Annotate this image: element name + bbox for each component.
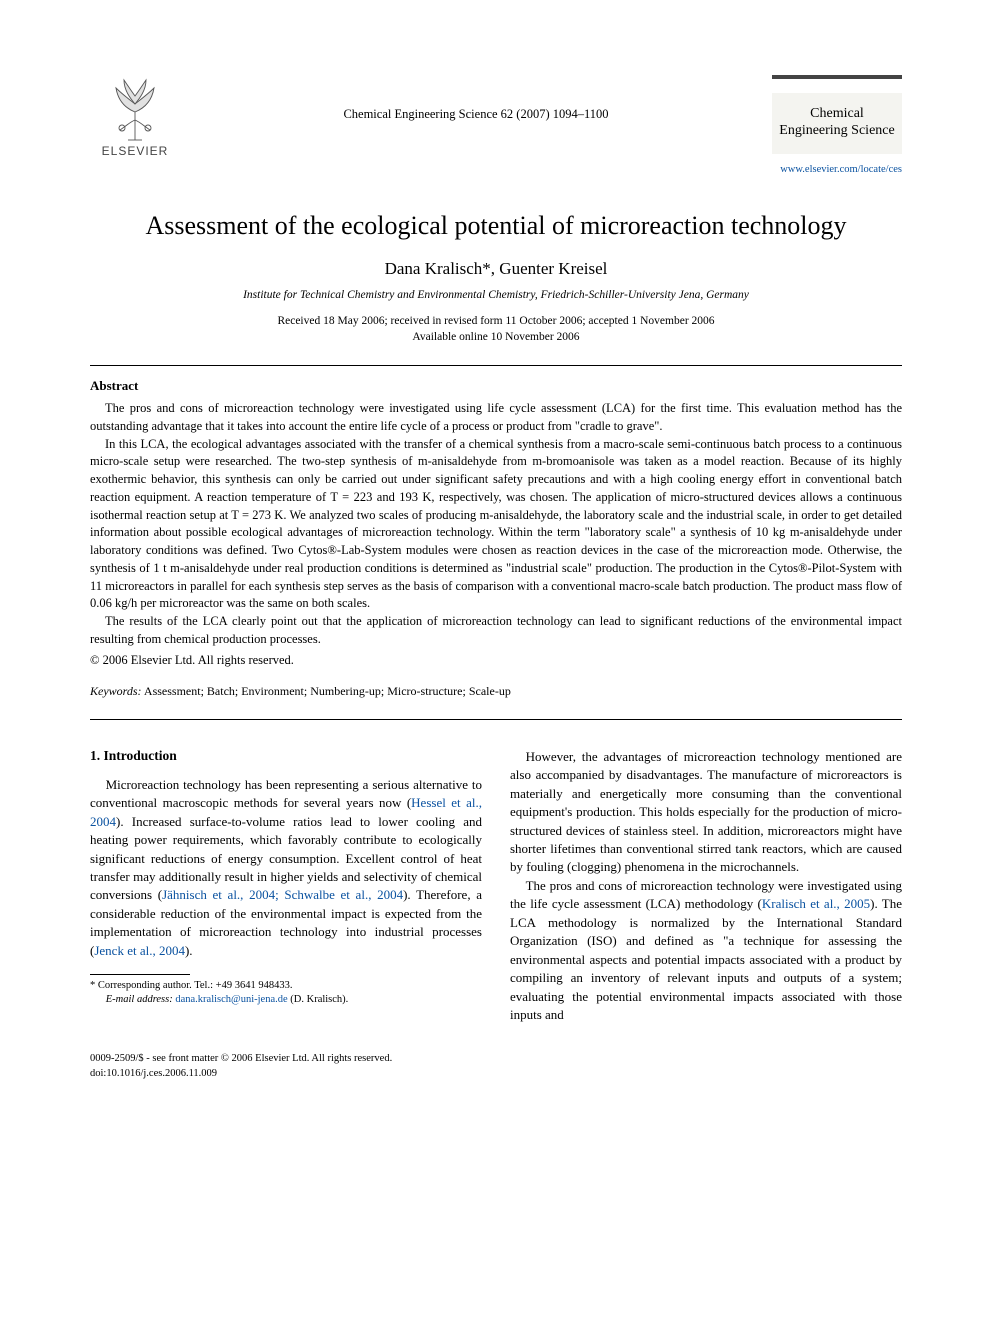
footnote-email[interactable]: dana.kralisch@uni-jena.de	[175, 994, 287, 1005]
page: ELSEVIER Chemical Engineering Science 62…	[0, 0, 992, 1131]
footer-line1: 0009-2509/$ - see front matter © 2006 El…	[90, 1052, 902, 1066]
intro-p1: Microreaction technology has been repres…	[90, 776, 482, 961]
footnote-corr: * Corresponding author. Tel.: +49 3641 9…	[90, 979, 482, 993]
abstract-copyright: © 2006 Elsevier Ltd. All rights reserved…	[90, 653, 902, 668]
publisher-logo: ELSEVIER	[90, 70, 180, 158]
footnote-email-label: E-mail address:	[106, 994, 176, 1005]
intro-p2: However, the advantages of microreaction…	[510, 748, 902, 877]
header-row: ELSEVIER Chemical Engineering Science 62…	[90, 70, 902, 158]
citation-link[interactable]: Jenck et al., 2004	[94, 943, 185, 958]
rule-bottom	[90, 719, 902, 720]
journal-box: Chemical Engineering Science	[772, 75, 902, 154]
corresponding-author-footnote: * Corresponding author. Tel.: +49 3641 9…	[90, 979, 482, 1007]
intro-p3: The pros and cons of microreaction techn…	[510, 877, 902, 1025]
publisher-name: ELSEVIER	[102, 144, 169, 158]
abstract-p2: In this LCA, the ecological advantages a…	[90, 436, 902, 614]
journal-url[interactable]: www.elsevier.com/locate/ces	[90, 164, 902, 175]
intro-heading: 1. Introduction	[90, 748, 482, 764]
receipt-dates: Received 18 May 2006; received in revise…	[90, 313, 902, 345]
abstract-section: Abstract The pros and cons of microreact…	[90, 378, 902, 668]
citation-link[interactable]: Kralisch et al., 2005	[762, 896, 870, 911]
keywords: Keywords: Assessment; Batch; Environment…	[90, 684, 902, 699]
dates-line2: Available online 10 November 2006	[412, 331, 579, 343]
keywords-label: Keywords:	[90, 684, 142, 698]
journal-name: Chemical Engineering Science	[772, 93, 902, 154]
rule-top	[90, 365, 902, 366]
journal-name-line2: Engineering Science	[779, 123, 894, 138]
journal-reference: Chemical Engineering Science 62 (2007) 1…	[180, 107, 772, 122]
abstract-heading: Abstract	[90, 378, 902, 394]
article-title: Assessment of the ecological potential o…	[90, 211, 902, 241]
keywords-value: Assessment; Batch; Environment; Numberin…	[142, 684, 511, 698]
footnote-separator	[90, 974, 190, 975]
elsevier-tree-icon	[100, 70, 170, 142]
authors: Dana Kralisch*, Guenter Kreisel	[90, 259, 902, 279]
journal-box-bar	[772, 75, 902, 79]
body-columns: 1. Introduction Microreaction technology…	[90, 748, 902, 1025]
journal-name-line1: Chemical	[810, 106, 864, 121]
footer-line2: doi:10.1016/j.ces.2006.11.009	[90, 1067, 902, 1081]
dates-line1: Received 18 May 2006; received in revise…	[277, 315, 714, 327]
abstract-p3: The results of the LCA clearly point out…	[90, 613, 902, 649]
affiliation: Institute for Technical Chemistry and En…	[90, 289, 902, 301]
abstract-p1: The pros and cons of microreaction techn…	[90, 400, 902, 436]
page-footer: 0009-2509/$ - see front matter © 2006 El…	[90, 1052, 902, 1080]
footnote-email-after: (D. Kralisch).	[288, 994, 349, 1005]
citation-link[interactable]: Jähnisch et al., 2004; Schwalbe et al., …	[162, 887, 403, 902]
